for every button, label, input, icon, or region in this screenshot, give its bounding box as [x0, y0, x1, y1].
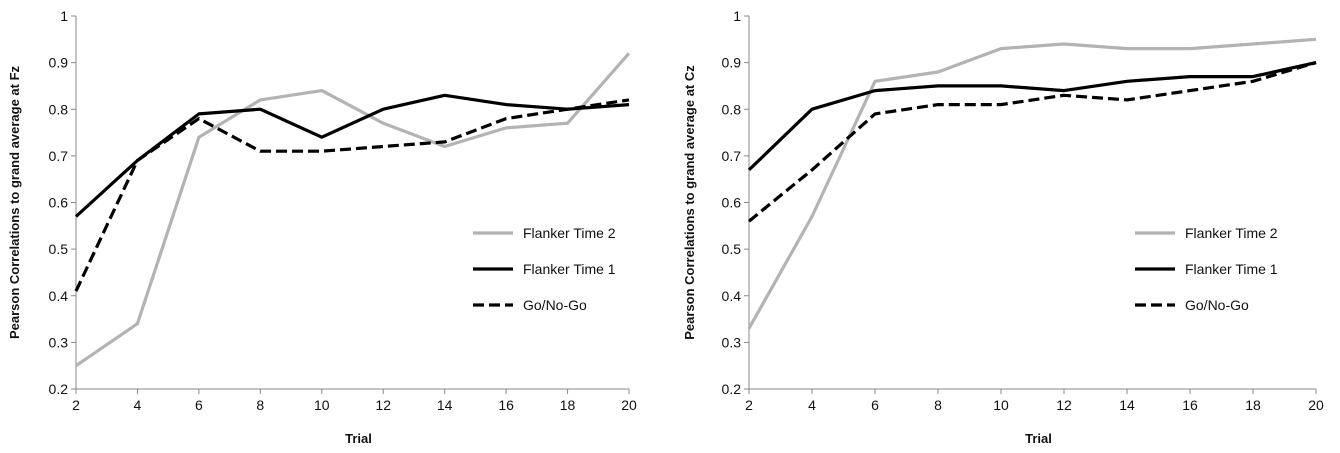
y-tick-label: 0.3	[722, 334, 742, 350]
legend-label: Flanker Time 2	[523, 225, 616, 241]
series-line-go-no-go	[747, 61, 1317, 223]
legend: Flanker Time 2 Flanker Time 1 Go/No-Go	[473, 225, 616, 313]
y-tick-label: 0.7	[722, 148, 742, 164]
series-line-flanker-time-2	[747, 37, 1317, 330]
y-tick-label: 1	[60, 8, 68, 24]
y-tick-label: 0.9	[49, 55, 69, 71]
chart-panel-2: 0.20.30.40.50.60.70.80.912 4 6 8 10 12 14 16 18 2…	[682, 8, 1324, 446]
y-tick-label: 0.4	[722, 288, 742, 304]
x-tick-label: 18	[1245, 397, 1261, 413]
y-tick-label: 0.9	[722, 55, 742, 71]
x-tick-label: 8	[934, 397, 942, 413]
y-tick-label: 0.2	[722, 381, 742, 397]
legend-label: Flanker Time 2	[1185, 225, 1278, 241]
x-tick-label: 2	[72, 397, 80, 413]
y-tick-label: 0.5	[49, 241, 69, 257]
x-tick-label: 12	[1056, 397, 1072, 413]
x-tick-label: 4	[134, 397, 142, 413]
x-tick-label: 16	[1182, 397, 1198, 413]
y-tick-label: 0.3	[49, 334, 69, 350]
x-tick-label: 20	[1308, 397, 1324, 413]
chart-panel-1: 0.20.30.40.50.60.70.80.912 4 6 8 10 12 14 16 18 2…	[7, 8, 637, 446]
series-line-go-no-go	[74, 98, 630, 292]
y-tick-label: 0.6	[49, 195, 69, 211]
x-tick-label: 14	[437, 397, 453, 413]
y-tick-label: 0.8	[722, 101, 742, 117]
legend-label: Flanker Time 1	[523, 261, 616, 277]
y-tick-label: 0.2	[49, 381, 69, 397]
y-tick-label: 0.7	[49, 148, 69, 164]
series-line-flanker-time-2	[75, 52, 631, 368]
y-tick-label: 0.8	[49, 101, 69, 117]
series-line-flanker-time-1	[74, 93, 630, 218]
x-tick-label: 16	[498, 397, 514, 413]
legend-label: Go/No-Go	[523, 297, 587, 313]
legend-label: Flanker Time 1	[1185, 261, 1278, 277]
x-tick-label: 12	[375, 397, 391, 413]
y-tick-label: 1	[733, 8, 741, 24]
x-tick-label: 4	[808, 397, 816, 413]
legend: Flanker Time 2 Flanker Time 1 Go/No-Go	[1135, 225, 1278, 313]
legend-label: Go/No-Go	[1185, 297, 1249, 313]
y-tick-label: 0.4	[49, 288, 69, 304]
x-axis-title: Trial	[1025, 431, 1052, 446]
x-tick-label: 8	[256, 397, 264, 413]
y-tick-label: 0.6	[722, 195, 742, 211]
x-tick-label: 18	[560, 397, 576, 413]
x-tick-label: 10	[314, 397, 330, 413]
x-tick-label: 20	[621, 397, 637, 413]
y-axis-title: Pearson Correlations to grand average at…	[7, 65, 22, 339]
y-tick-label: 0.5	[722, 241, 742, 257]
x-tick-label: 14	[1119, 397, 1135, 413]
x-tick-label: 6	[195, 397, 203, 413]
y-axis-title: Pearson Correlations to grand average at…	[682, 65, 697, 340]
x-axis-title: Trial	[345, 431, 372, 446]
x-tick-label: 2	[745, 397, 753, 413]
x-tick-label: 10	[993, 397, 1009, 413]
x-tick-label: 6	[871, 397, 879, 413]
series-line-flanker-time-1	[747, 61, 1317, 172]
